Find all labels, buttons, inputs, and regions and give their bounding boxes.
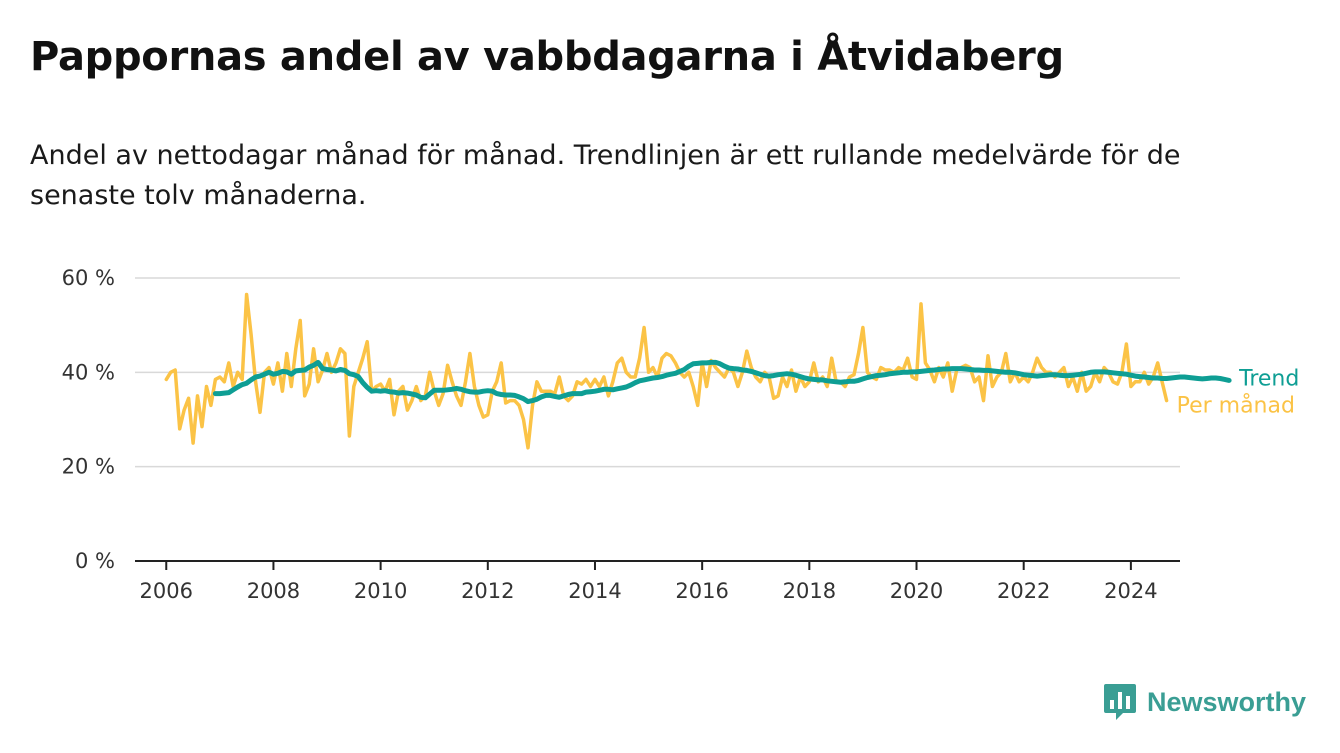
y-tick-label: 60 % [62, 266, 115, 290]
series-line-trend [212, 359, 1232, 405]
y-axis-ticks: 0 % 20 % 40 % 60 % [62, 266, 115, 573]
series-lines [164, 292, 1232, 450]
chart-subtitle: Andel av nettodagar månad för månad. Tre… [30, 140, 1181, 211]
x-tick-label: 2018 [783, 579, 836, 603]
y-tick-label: 40 % [62, 360, 115, 384]
series-label-trend: Trend [1238, 366, 1299, 391]
x-tick-label: 2024 [1104, 579, 1157, 603]
x-tick-label: 2014 [568, 579, 621, 603]
newsworthy-logo-text: Newsworthy [1147, 686, 1307, 717]
y-tick-label: 20 % [62, 455, 115, 479]
gridlines [135, 277, 1180, 562]
x-tick-label: 2006 [140, 579, 193, 603]
x-tick-label: 2012 [461, 579, 514, 603]
x-axis-ticks: 2006 2008 2010 2012 2014 2016 2018 2020 2022 2024 [140, 561, 1158, 603]
x-tick-label: 2008 [247, 579, 300, 603]
newsworthy-logo: Newsworthy [1103, 682, 1306, 722]
x-tick-label: 2020 [890, 579, 943, 603]
x-tick-label: 2022 [997, 579, 1050, 603]
x-tick-label: 2016 [675, 579, 728, 603]
y-tick-label: 0 % [75, 549, 115, 573]
chart-title: Pappornas andel av vabbdagarna i Åtvidab… [30, 34, 1064, 80]
newsworthy-logo-icon [1104, 684, 1136, 720]
series-label-per-manad: Per månad [1177, 393, 1295, 419]
x-tick-label: 2010 [354, 579, 407, 603]
